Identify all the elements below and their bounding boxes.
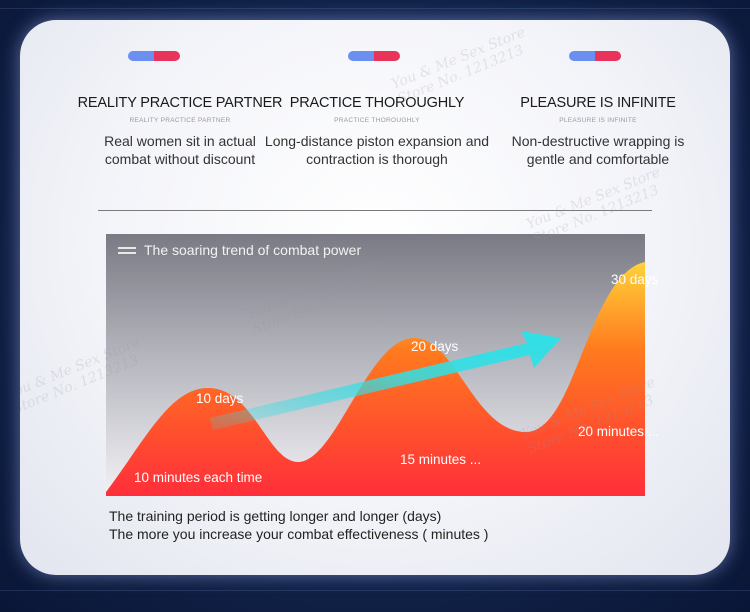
feature-card: REALITY PRACTICE PARTNER REALITY PRACTIC… — [20, 20, 730, 575]
duration-label-minutes: 10 minutes each time — [134, 470, 263, 485]
feature-title: PLEASURE IS INFINITE — [520, 95, 676, 111]
feature-title: REALITY PRACTICE PARTNER — [77, 95, 283, 111]
feature-description-line2: gentle and comfortable — [526, 151, 670, 167]
feature-description: Non-destructive wrapping is gentle and c… — [483, 132, 713, 168]
feature-description-line2: contraction is thorough — [306, 151, 448, 167]
feature-description-line1: Real women sit in actual — [104, 133, 256, 149]
feature-subtitle: PLEASURE IS INFINITE — [559, 117, 637, 124]
feature-subtitle: PRACTICE THOROUGHLY — [334, 117, 420, 124]
trend-arrow-icon — [210, 331, 561, 430]
feature-description: Real women sit in actual combat without … — [65, 132, 295, 168]
feature-description: Long-distance piston expansion and contr… — [262, 132, 492, 168]
duration-label-minutes: 15 minutes ... — [400, 452, 482, 467]
peak-label-days: 30 days — [611, 272, 659, 287]
chart-title: The soaring trend of combat power — [144, 242, 362, 258]
feature-subtitle: REALITY PRACTICE PARTNER — [129, 117, 231, 124]
trend-chart-graphic — [106, 234, 645, 496]
trend-chart: The soaring trend of combat power 10 day… — [106, 234, 659, 496]
feature-description-line1: Long-distance piston expansion and — [264, 133, 490, 149]
caption-minutes: The more you increase your combat effect… — [109, 526, 489, 542]
peak-label-days: 10 days — [196, 391, 244, 406]
caption-days: The training period is getting longer an… — [109, 508, 442, 524]
feature-description-line2: combat without discount — [104, 151, 256, 167]
divider-line — [98, 210, 652, 211]
menu-icon — [118, 247, 136, 257]
toggle-pill-icon — [128, 51, 180, 61]
toggle-pill-icon — [348, 51, 400, 61]
toggle-pill-icon — [569, 51, 621, 61]
duration-label-minutes: 20 minutes ... — [578, 424, 660, 439]
feature-title: PRACTICE THOROUGHLY — [289, 95, 465, 111]
feature-description-line1: Non-destructive wrapping is — [511, 133, 685, 149]
peak-label-days: 20 days — [411, 339, 459, 354]
